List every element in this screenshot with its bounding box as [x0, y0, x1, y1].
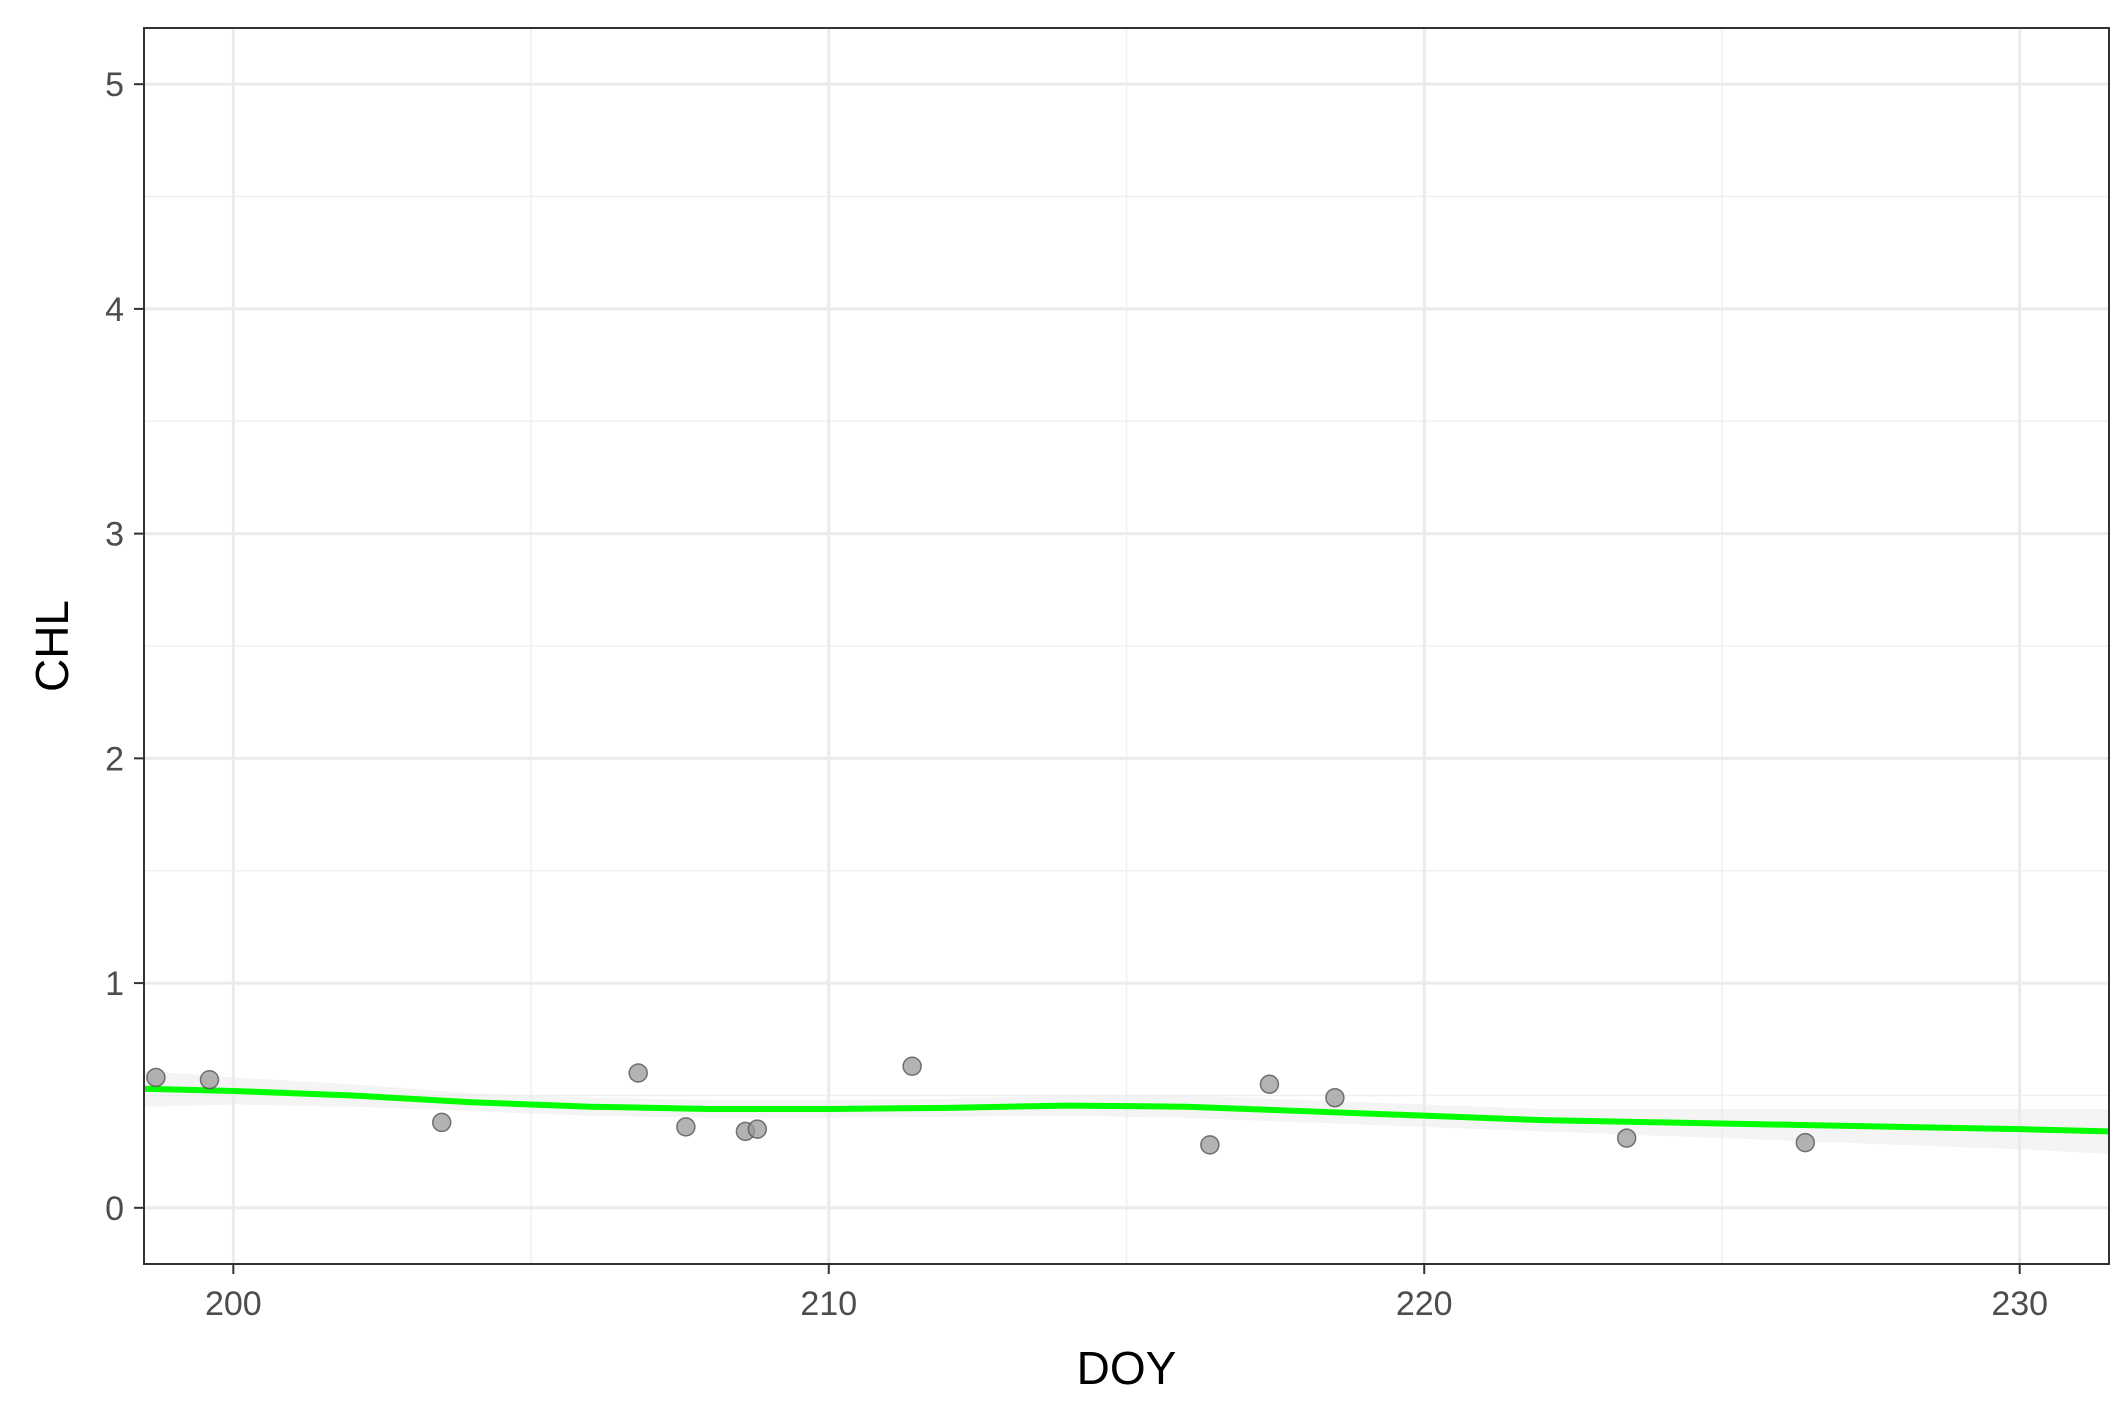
- y-tick-label: 5: [105, 66, 124, 104]
- y-axis: 0 1 2 3 4 5: [105, 66, 144, 1228]
- panel-border: [143, 27, 2110, 1265]
- data-point: [199, 1069, 220, 1090]
- data-point: [902, 1056, 922, 1076]
- x-tick-label: 230: [1991, 1285, 2048, 1323]
- x-tick-label: 220: [1396, 1285, 1453, 1323]
- data-point: [146, 1067, 166, 1088]
- data-point: [628, 1063, 648, 1083]
- smooth-line-layer: [143, 1085, 2110, 1135]
- data-point: [1259, 1074, 1280, 1094]
- data-point: [747, 1119, 768, 1139]
- data-point: [676, 1117, 696, 1137]
- smooth-confidence-ribbon-layer: [144, 1070, 2109, 1154]
- panel-grid: [144, 28, 2109, 1264]
- y-tick-label: 2: [105, 740, 124, 778]
- x-tick-label: 200: [205, 1285, 262, 1323]
- x-tick-label: 210: [800, 1285, 857, 1323]
- smooth-confidence-ribbon: [144, 1070, 2109, 1154]
- y-tick-label: 3: [105, 516, 124, 554]
- y-tick-label: 0: [105, 1190, 124, 1228]
- smooth-fit-line: [143, 1085, 2110, 1135]
- y-tick-label: 4: [105, 291, 124, 329]
- data-point: [1795, 1132, 1816, 1153]
- y-tick-label: 1: [105, 965, 124, 1003]
- data-point: [1616, 1128, 1637, 1148]
- data-point: [1200, 1135, 1220, 1155]
- data-point: [1325, 1087, 1345, 1108]
- x-axis-title: DOY: [1077, 1342, 1177, 1394]
- data-points-layer: [146, 1056, 1816, 1155]
- y-axis-title: CHL: [26, 600, 78, 692]
- x-axis: 200 210 220 230: [205, 1264, 2048, 1323]
- data-point: [431, 1112, 452, 1133]
